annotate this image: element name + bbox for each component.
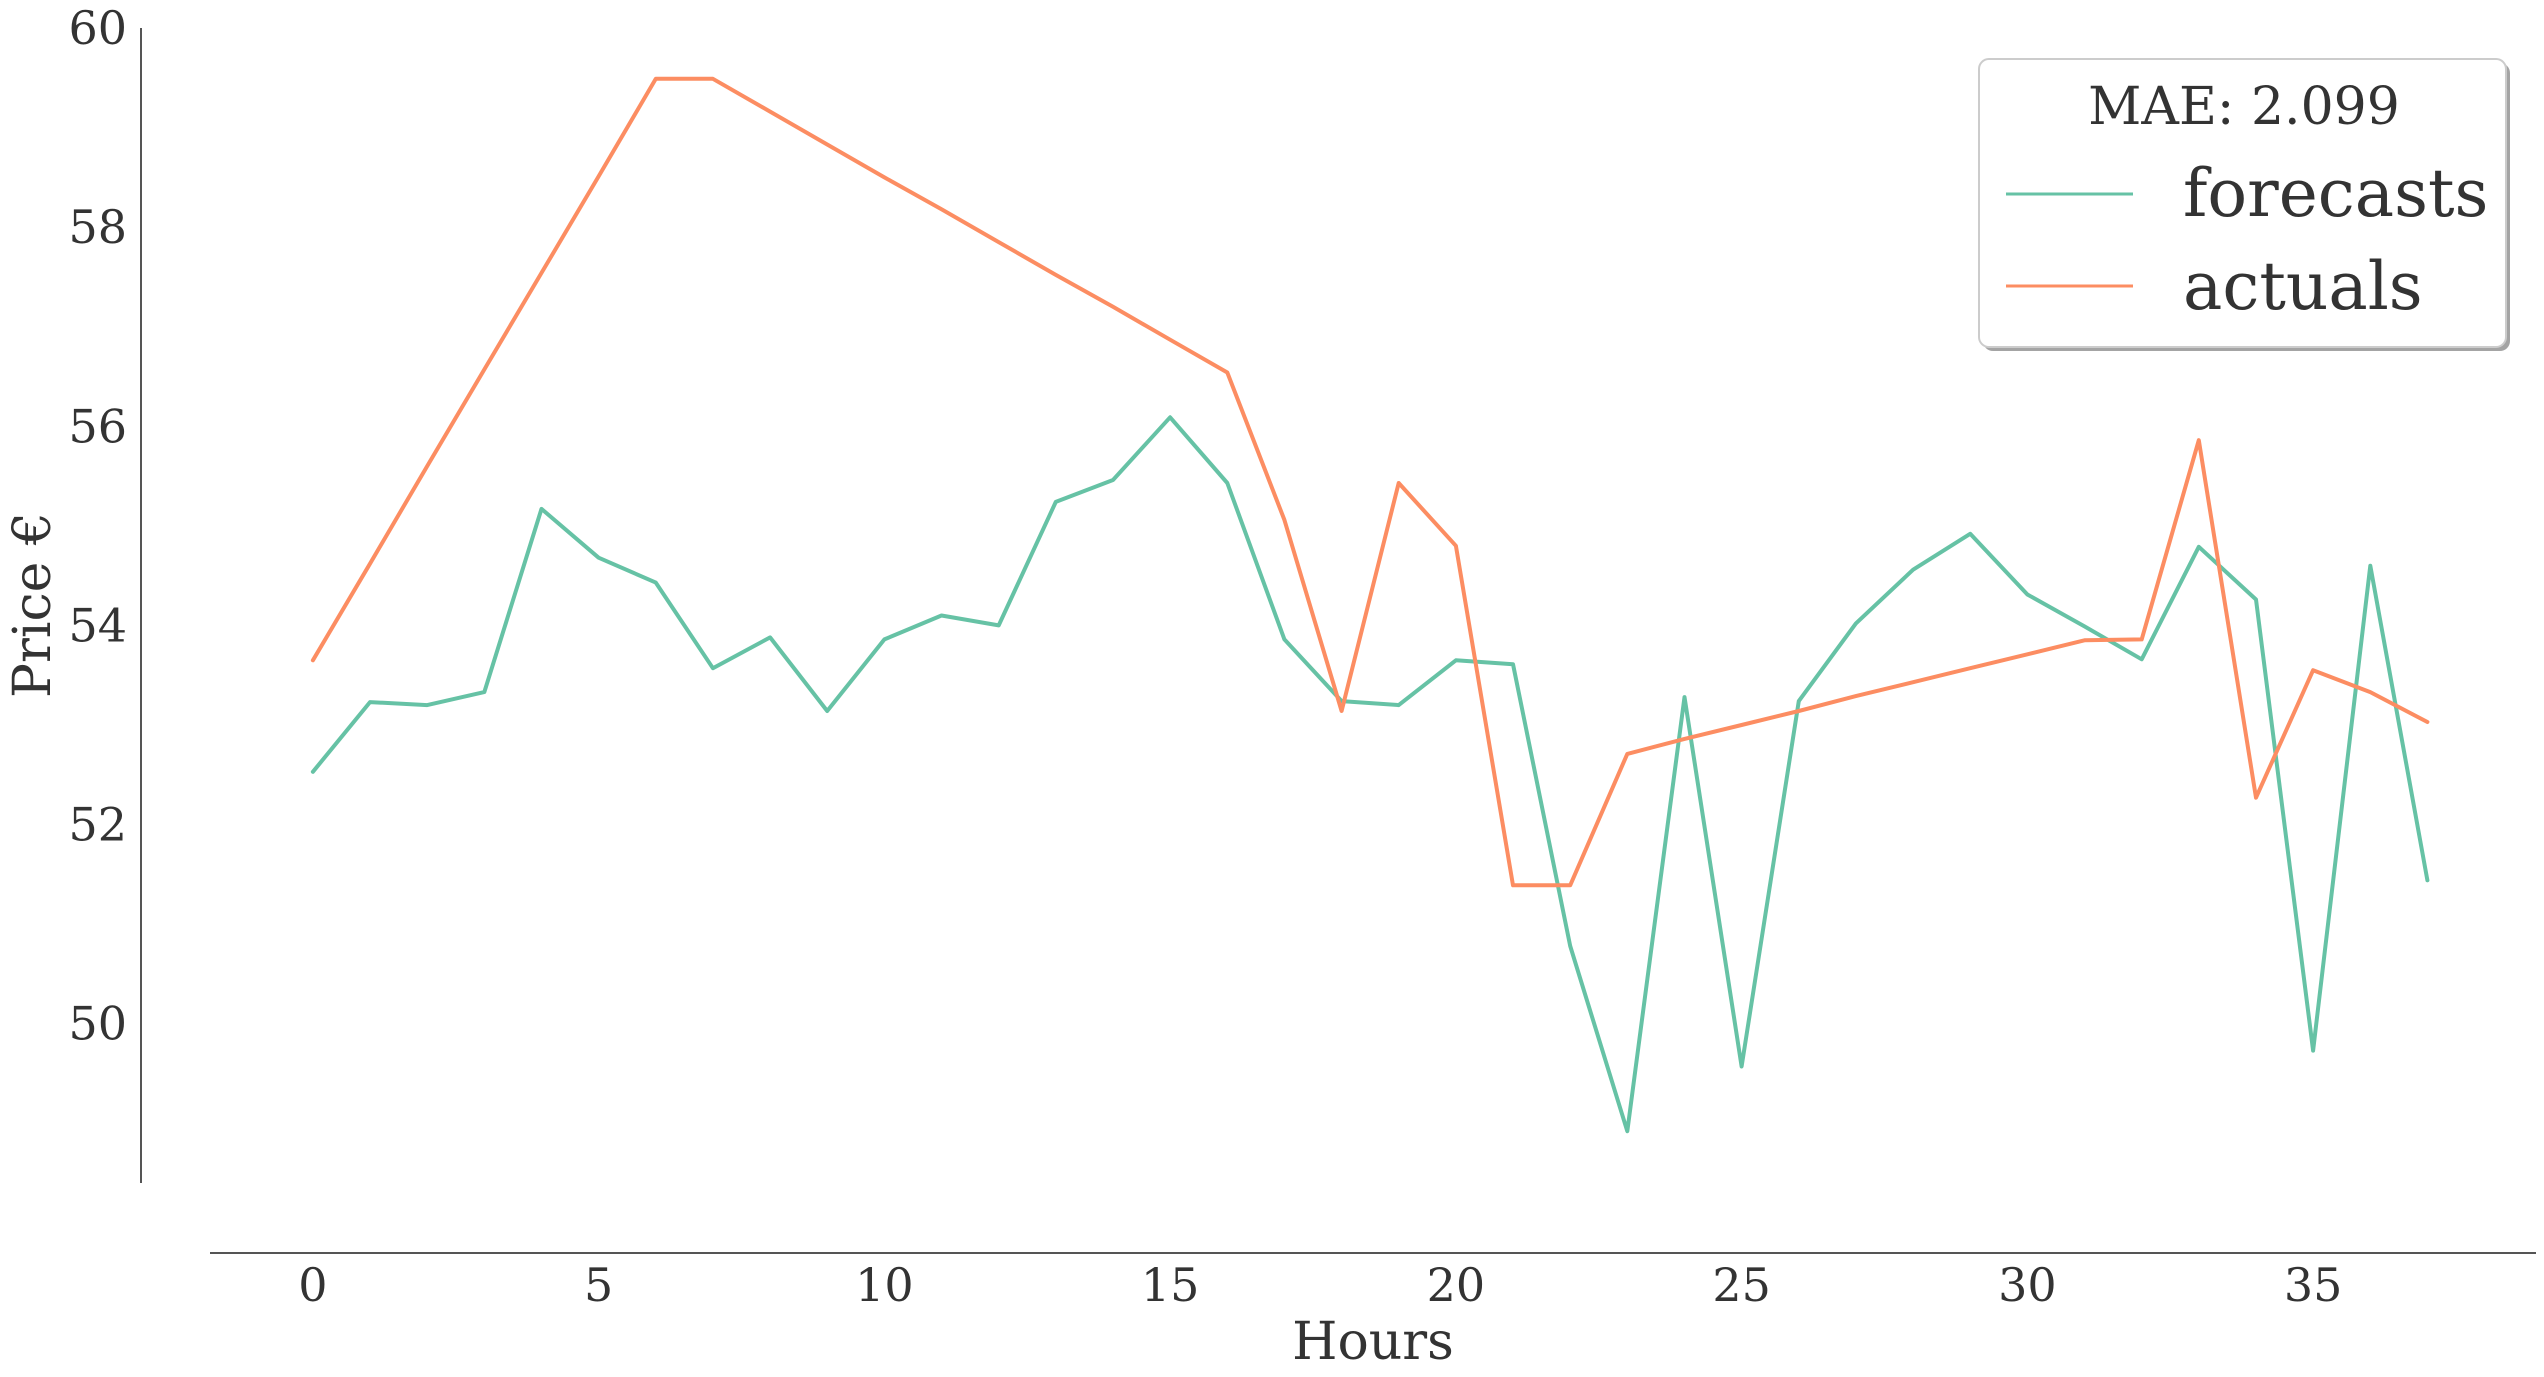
- series-line-actuals: [310, 76, 2430, 888]
- series-line-forecasts: [310, 415, 2430, 1134]
- x-axis-title: Hours: [1292, 1312, 1454, 1372]
- y-tick-label: 50: [68, 997, 127, 1051]
- x-tick-label: 20: [1427, 1258, 1486, 1312]
- legend: MAE: 2.099 forecasts actuals: [1978, 58, 2510, 351]
- legend-label-actuals: actuals: [2183, 248, 2423, 325]
- x-tick-label: 10: [855, 1258, 914, 1312]
- y-tick-label: 58: [68, 200, 127, 254]
- x-tick-labels: 0 5 10 15 20 25 30 35: [298, 1258, 2342, 1312]
- x-tick-label: 15: [1141, 1258, 1200, 1312]
- x-tick-label: 30: [1998, 1258, 2057, 1312]
- y-axis-title: Price €: [3, 512, 63, 698]
- x-tick-label: 35: [2284, 1258, 2343, 1312]
- y-tick-label: 54: [68, 598, 127, 652]
- x-tick-label: 25: [1712, 1258, 1771, 1312]
- y-tick-label: 52: [68, 798, 127, 852]
- y-tick-label: 56: [68, 399, 127, 453]
- x-tick-label: 5: [584, 1258, 613, 1312]
- x-tick-label: 0: [298, 1258, 327, 1312]
- legend-label-forecasts: forecasts: [2183, 155, 2488, 232]
- y-tick-labels: 50 52 54 56 58 60: [68, 1, 127, 1051]
- y-tick-label: 60: [68, 1, 127, 55]
- legend-title: MAE: 2.099: [2088, 77, 2400, 137]
- series-layer: [310, 76, 2430, 1134]
- legend-box: [1978, 58, 2507, 348]
